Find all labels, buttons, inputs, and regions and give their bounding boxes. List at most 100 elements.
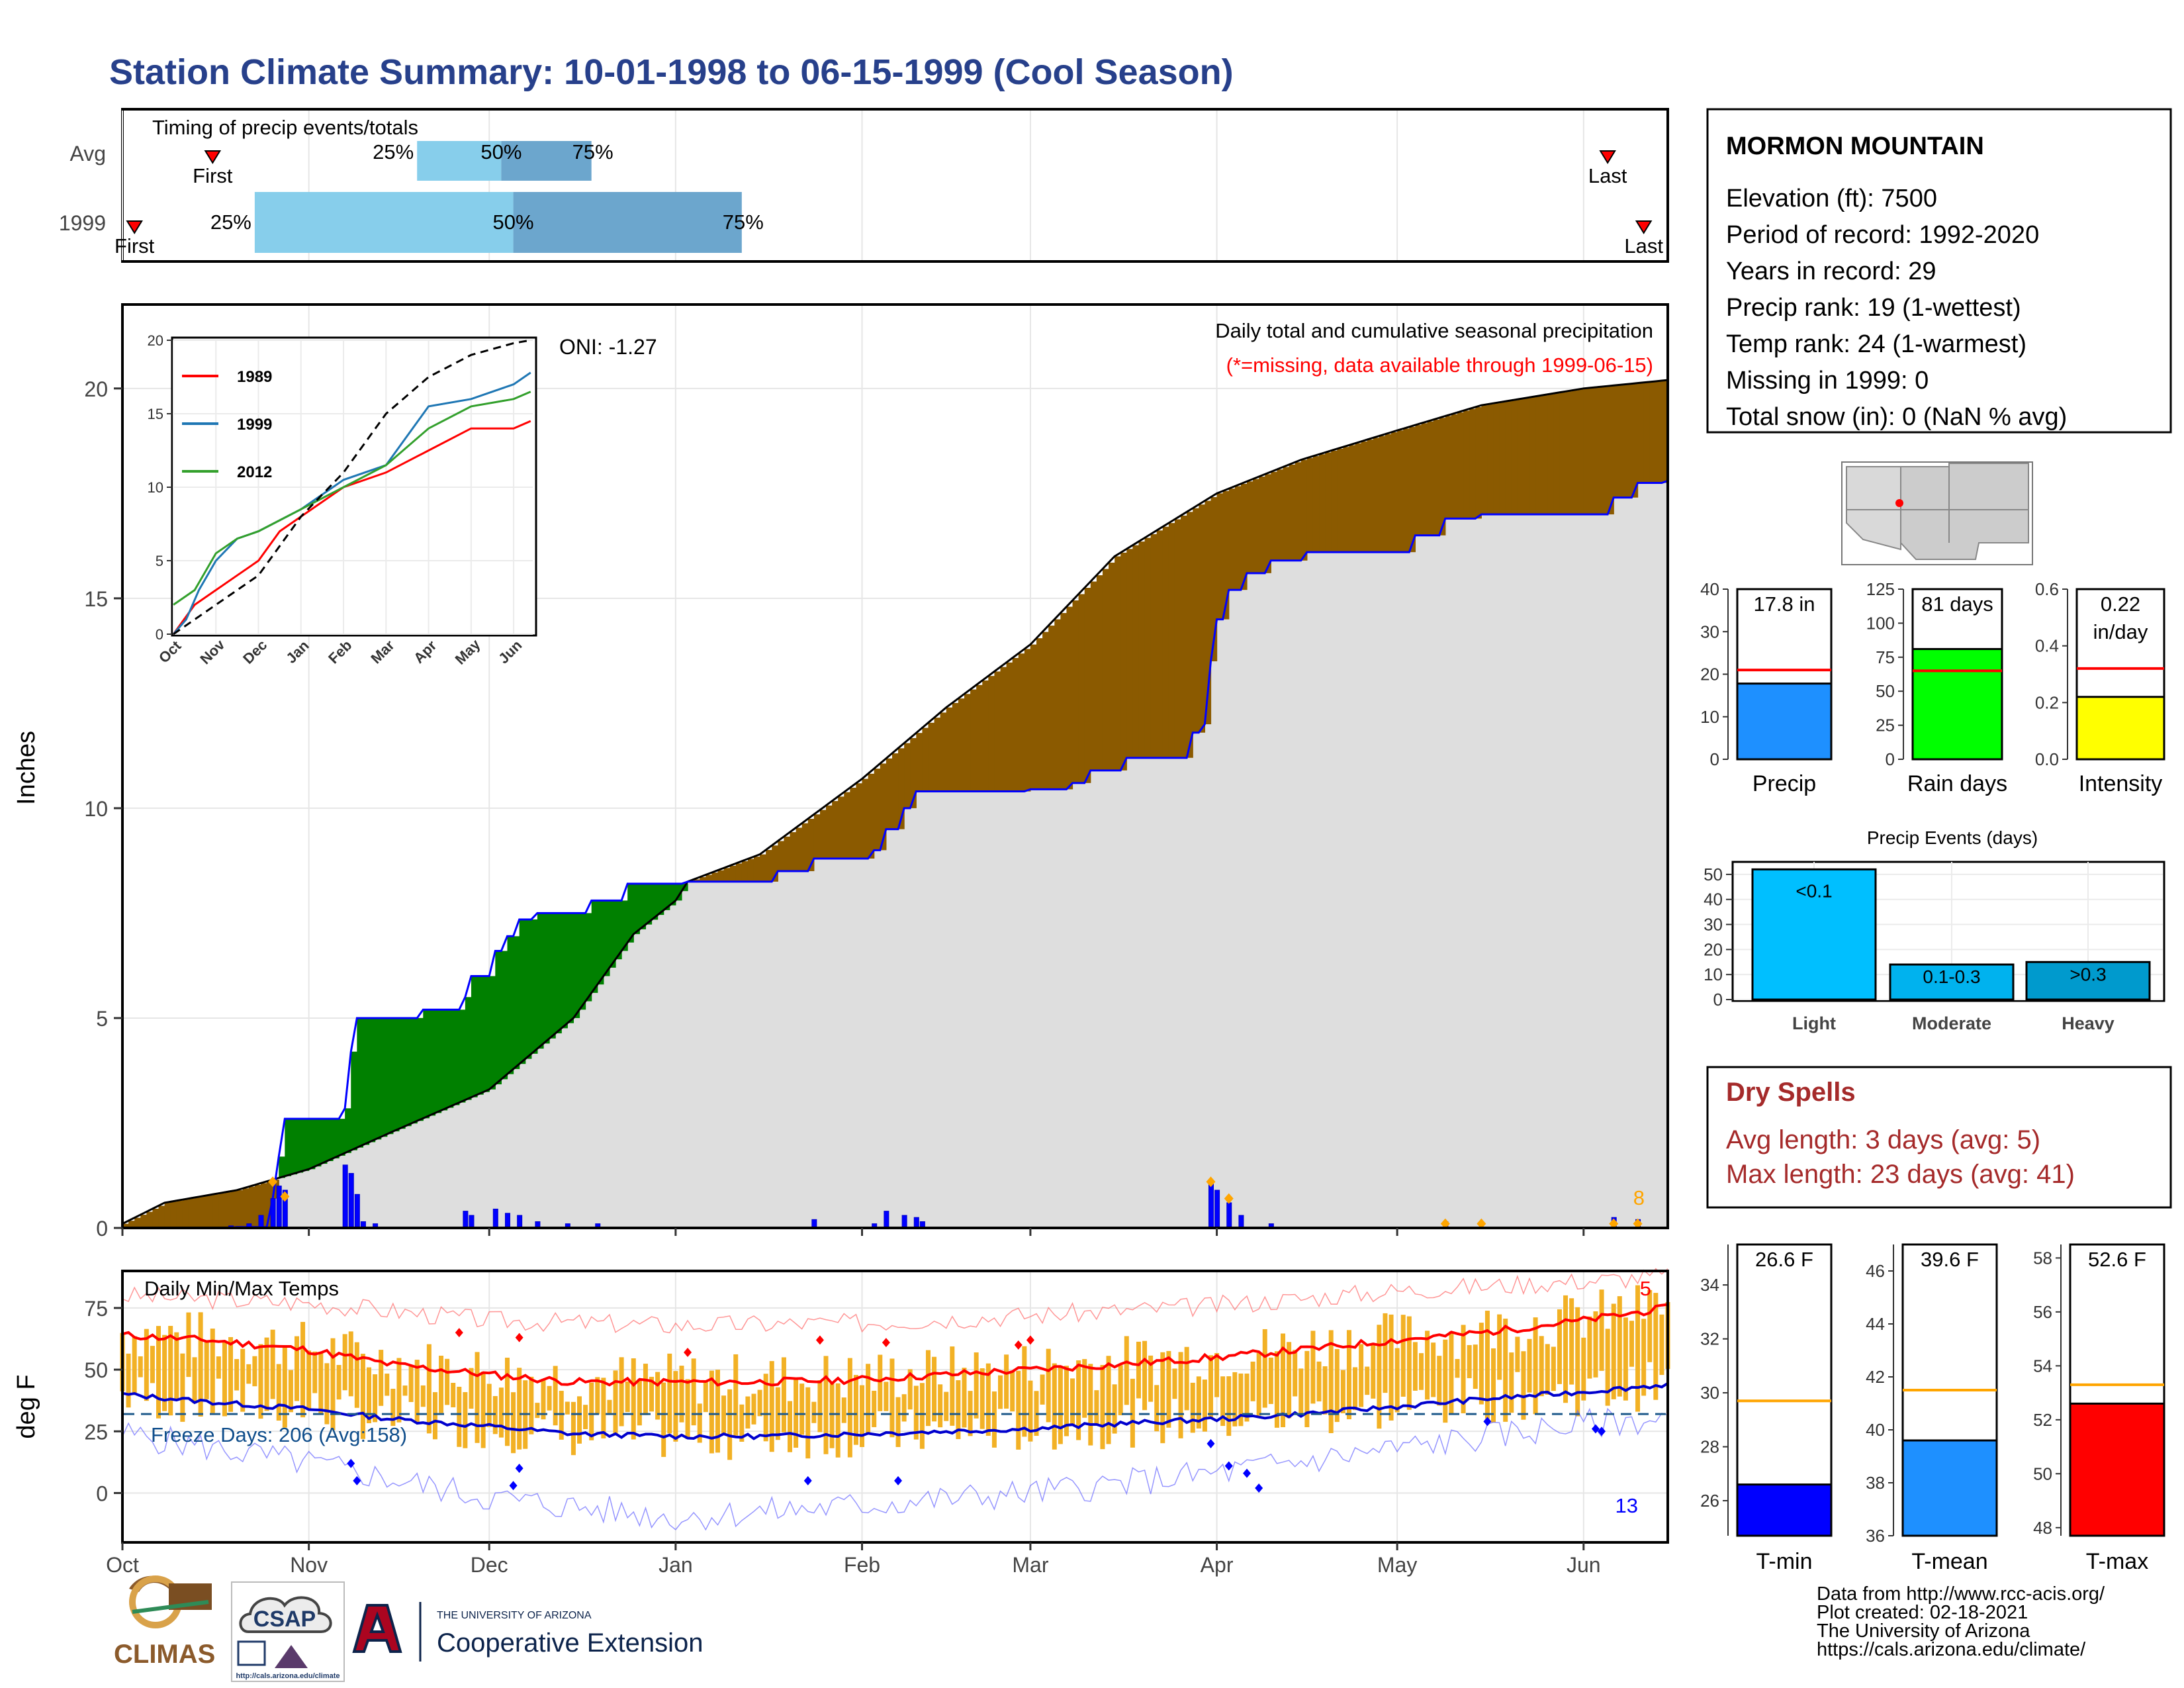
deficit-area [964, 694, 971, 792]
cumulative-area-base [122, 481, 1668, 1229]
climas-logo[interactable]: CLIMAS [114, 1575, 215, 1669]
daily-temp-range-bar [589, 1382, 594, 1440]
events-title: Precip Events (days) [1867, 827, 2038, 848]
deficit-area [1385, 434, 1392, 553]
station-line: Missing in 1999: 0 [1726, 367, 1929, 395]
daily-temp-range-bar [469, 1368, 474, 1409]
daily-temp-range-bar [168, 1325, 173, 1416]
deficit-area [1240, 483, 1248, 590]
daily-temp-range-bar [1250, 1361, 1255, 1401]
surplus-area [609, 900, 616, 968]
surplus-area [357, 1017, 364, 1148]
rain-days-chart-value: 81 days [1921, 592, 1993, 616]
daily-temp-range-bar [733, 1354, 739, 1436]
daily-temp-range-bar [1100, 1365, 1105, 1450]
record-low-marker [1591, 1424, 1600, 1434]
university-of-arizona-logo[interactable]: THE UNIVERSITY OF ARIZONA Cooperative Ex… [352, 1602, 703, 1662]
daily-temp-range-bar [697, 1403, 702, 1443]
precip-event-marker [1206, 1176, 1216, 1188]
deficit-area [772, 845, 778, 882]
daily-temp-range-bar [709, 1370, 714, 1454]
deficit-area [1283, 467, 1290, 561]
daily-temp-range-bar [601, 1378, 606, 1438]
footer-line: Plot created: 02-18-2021 [1817, 1602, 2028, 1623]
deficit-area [1523, 398, 1530, 515]
deficit-area [868, 773, 875, 859]
daily-temp-range-bar [1148, 1355, 1154, 1402]
deficit-area [1150, 534, 1158, 758]
precip-y-axis-label: Inches [13, 731, 40, 805]
daily-temp-range-bar [1136, 1341, 1141, 1399]
daily-temp-range-bar [1082, 1359, 1087, 1418]
deficit-area [1481, 405, 1488, 515]
daily-temp-range-bar [1040, 1374, 1045, 1405]
surplus-area [597, 900, 604, 985]
daily-temp-range-bar [1088, 1364, 1093, 1446]
deficit-area [1187, 512, 1193, 758]
daily-temp-range-bar [739, 1404, 745, 1442]
daily-temp-range-bar [1575, 1307, 1580, 1417]
deficit-area [1469, 408, 1476, 519]
deficit-area [1589, 387, 1596, 515]
dry-spells-max: Max length: 23 days (avg: 41) [1726, 1160, 2075, 1189]
deficit-area [1205, 500, 1212, 725]
events-bar-label: >0.3 [2070, 964, 2106, 984]
daily-temp-range-bar [962, 1368, 967, 1428]
daily-temp-range-bar [956, 1380, 961, 1439]
csap-url: http://cals.arizona.edu/climate [236, 1672, 340, 1680]
deficit-area [1571, 390, 1578, 515]
precip-y-tick-label: 5 [96, 1007, 108, 1031]
tmin-chart-tick-label: 32 [1700, 1329, 1719, 1349]
deficit-area [158, 1205, 165, 1228]
daily-temp-range-bar [156, 1326, 161, 1419]
daily-temp-range-bar [240, 1348, 246, 1412]
timing-first-label: First [193, 164, 233, 187]
oni-label: ONI: -1.27 [559, 335, 657, 359]
daily-precip-bar [1226, 1202, 1232, 1229]
deficit-area [766, 849, 772, 882]
precip-event-marker [1609, 1218, 1619, 1229]
tmax-chart-label: T-max [2086, 1549, 2148, 1574]
station-info-box: MORMON MOUNTAIN Elevation (ft): 7500 Per… [1706, 108, 2172, 434]
daily-temp-range-bar [186, 1312, 191, 1378]
daily-temp-range-bar [1346, 1330, 1351, 1420]
daily-temp-range-bar [1503, 1319, 1508, 1422]
surplus-area [645, 884, 653, 925]
deficit-area [1078, 594, 1085, 783]
csap-logo[interactable]: CSAP http://cals.arizona.edu/climate [231, 1581, 345, 1682]
deficit-area [1577, 389, 1584, 515]
daily-temp-range-bar [691, 1358, 696, 1426]
daily-temp-range-bar [300, 1321, 306, 1418]
deficit-area [212, 1194, 219, 1228]
average-min-line [122, 1382, 1669, 1440]
daily-temp-range-bar [1394, 1348, 1400, 1413]
events-bar [1751, 868, 1877, 1001]
daily-temp-range-bar [1593, 1311, 1598, 1378]
daily-temp-range-bar [613, 1370, 618, 1435]
daily-temp-range-bar [1238, 1373, 1244, 1427]
daily-temp-range-bar [1563, 1295, 1569, 1403]
events-bar-label: <0.1 [1796, 880, 1832, 901]
deficit-area [850, 787, 857, 859]
station-name: MORMON MOUNTAIN [1726, 132, 1984, 160]
timing-last-label: Last [1588, 164, 1627, 187]
deficit-area [1535, 396, 1542, 515]
deficit-area [1649, 381, 1657, 483]
surplus-area [417, 1017, 424, 1121]
deficit-area [1024, 649, 1031, 792]
daily-temp-range-bar [860, 1385, 865, 1447]
record-low-marker [1224, 1461, 1233, 1471]
deficit-area [201, 1196, 207, 1228]
daily-temp-range-bar [1467, 1344, 1472, 1378]
deficit-area [832, 801, 839, 859]
daily-temp-range-bar [643, 1364, 648, 1415]
daily-temp-range-bar [1076, 1360, 1081, 1440]
deficit-area [1210, 496, 1218, 661]
record-max-line [122, 1268, 1668, 1334]
surplus-area [296, 1119, 304, 1173]
tmax-chart-tick-label: 50 [2033, 1464, 2052, 1483]
daily-temp-range-bar [258, 1344, 263, 1419]
deficit-area [741, 861, 749, 882]
deficit-area [1547, 394, 1554, 515]
deficit-area [1553, 393, 1561, 515]
